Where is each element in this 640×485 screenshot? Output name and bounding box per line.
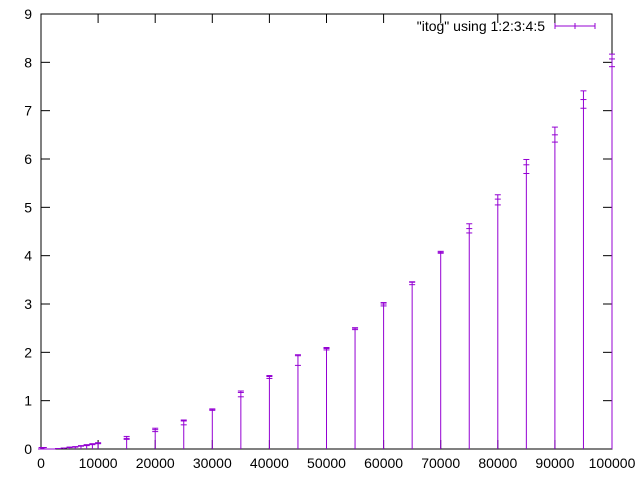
legend: "itog" using 1:2:3:4:5: [417, 18, 595, 34]
candlestick-mark: [124, 436, 130, 449]
candlestick-mark: [152, 428, 158, 449]
x-tick-label: 30000: [193, 455, 232, 471]
candlestick-mark: [580, 91, 586, 449]
y-tick-label: 3: [24, 296, 32, 312]
x-tick-label: 0: [37, 455, 45, 471]
candlestick-mark: [495, 195, 501, 449]
y-tick-label: 5: [24, 199, 32, 215]
candlestick-mark: [381, 303, 387, 449]
y-tick-label: 0: [24, 441, 32, 457]
candlestick-mark: [95, 443, 101, 449]
candlestick-mark: [238, 391, 244, 449]
x-tick-label: 80000: [478, 455, 517, 471]
x-tick-label: 10000: [79, 455, 118, 471]
candlestick-mark: [409, 282, 415, 449]
candlestick-mark: [84, 445, 90, 449]
axis-ticks-group: 0 1 2 3 4 5 6 7 8 9 0 10000 20000 30000 40000 50000 6000…: [24, 6, 635, 471]
candlestick-mark: [78, 446, 84, 449]
candlestick-mark: [324, 348, 330, 450]
y-tick-label: 8: [24, 54, 32, 70]
y-tick-label: 1: [24, 393, 32, 409]
candlestick-mark: [295, 355, 301, 449]
y-tick-label: 2: [24, 344, 32, 360]
y-tick-label: 6: [24, 151, 32, 167]
candlestick-mark: [438, 251, 444, 449]
x-tick-label: 50000: [307, 455, 346, 471]
x-tick-label: 20000: [136, 455, 175, 471]
candlestick-mark: [609, 54, 615, 449]
candlestick-mark: [181, 420, 187, 449]
y-tick-label: 9: [24, 6, 32, 22]
candlestick-mark: [552, 127, 558, 449]
candlestick-mark: [523, 159, 529, 449]
candlestick-mark: [266, 376, 272, 449]
x-tick-label: 60000: [364, 455, 403, 471]
y-tick-label: 4: [24, 248, 32, 264]
candlestick-mark: [209, 409, 215, 449]
x-tick-label: 40000: [250, 455, 289, 471]
series-group: [38, 54, 615, 449]
legend-label: "itog" using 1:2:3:4:5: [417, 18, 545, 34]
candlestick-mark: [89, 444, 95, 449]
x-tick-label: 90000: [535, 455, 574, 471]
candlestick-mark: [466, 224, 472, 449]
candlestick-mark: [352, 328, 358, 449]
x-tick-label: 100000: [589, 455, 636, 471]
y-tick-label: 7: [24, 103, 32, 119]
x-tick-label: 70000: [421, 455, 460, 471]
